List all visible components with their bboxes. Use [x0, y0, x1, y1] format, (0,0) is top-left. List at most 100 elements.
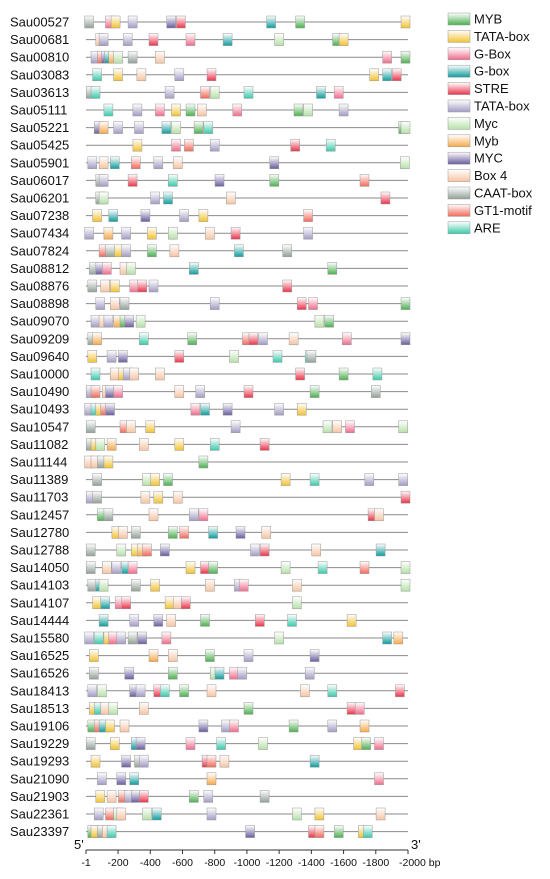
element-marker-g-box [110, 156, 120, 170]
gene-label: Sau05425 [10, 138, 69, 153]
element-marker-g-box [198, 508, 209, 522]
element-marker-are [90, 367, 101, 381]
gene-label: Sau05221 [10, 120, 69, 135]
element-marker-myb [189, 790, 199, 803]
element-marker-box-4 [140, 490, 151, 504]
element-marker-myc [400, 578, 411, 592]
element-marker-gt1-motif [303, 209, 313, 222]
gene-label: Sau19106 [10, 719, 69, 734]
gene-track-sau11389: Sau11389 [10, 472, 408, 487]
element-marker-g-box [345, 420, 355, 434]
element-marker-box-4 [100, 702, 110, 715]
element-marker-myc [121, 754, 131, 768]
element-marker-tata-box [153, 490, 164, 504]
gene-tracks: Sau00527 Sau00681 Sau00810 Sau03083 Sau03613… [10, 15, 411, 839]
element-marker-caat-box [85, 543, 96, 557]
gene-track-sau11144: Sau11144 [10, 455, 408, 470]
element-marker-g-box [185, 33, 196, 46]
element-marker-stre [176, 15, 186, 29]
gene-track-sau09209: Sau09209 [10, 331, 411, 346]
element-marker-myc [292, 807, 302, 821]
element-marker-box-4 [126, 420, 136, 434]
element-marker-caat-box [103, 508, 114, 522]
element-marker-stre [391, 68, 402, 82]
element-marker-are [372, 367, 383, 381]
element-marker-myb [361, 737, 371, 750]
element-marker-caat-box [89, 666, 99, 680]
element-marker-myc [131, 790, 141, 803]
element-marker-tata-box [304, 666, 315, 680]
gene-track-sau10490: Sau10490 [10, 384, 408, 399]
gene-label: Sau10490 [10, 384, 69, 399]
gene-label: Sau23397 [10, 824, 69, 839]
legend-swatch [447, 12, 471, 26]
element-marker-are [309, 473, 320, 486]
gene-label: Sau15580 [10, 631, 69, 646]
element-marker-stre [346, 702, 357, 715]
element-marker-g-box [229, 666, 239, 680]
element-marker-g-box [266, 15, 276, 29]
element-marker-myc [97, 684, 107, 698]
gene-label: Sau09640 [10, 349, 69, 364]
element-marker-myc [274, 631, 284, 645]
element-marker-tata-box [95, 297, 106, 310]
element-marker-myb [293, 103, 304, 117]
element-marker-stre [255, 614, 265, 627]
element-marker-caat-box [85, 561, 96, 574]
gene-track-sau21090: Sau21090 [10, 771, 408, 786]
element-marker-myc [113, 50, 123, 64]
element-marker-box-4 [375, 807, 386, 821]
element-marker-tata-box [327, 719, 338, 733]
element-marker-g-box [308, 297, 318, 310]
element-marker-tata-box [338, 33, 349, 46]
element-marker-tata-box [237, 666, 247, 680]
legend-label: Box 4 [474, 168, 507, 183]
element-marker-myc [309, 649, 320, 662]
element-marker-stre [282, 279, 292, 293]
gene-track-sau18513: Sau18513 [10, 701, 408, 716]
element-marker-tata-box [150, 473, 160, 486]
five-prime-label: 5' [74, 837, 84, 852]
gene-label: Sau12788 [10, 543, 69, 558]
element-marker-box-4 [219, 754, 230, 768]
element-marker-are [139, 332, 149, 346]
element-marker-g-box [189, 262, 199, 275]
element-marker-g-box [333, 86, 344, 99]
element-marker-are [216, 737, 226, 750]
element-marker-myc [160, 543, 170, 557]
legend-label: ARE [474, 220, 501, 235]
element-marker-tata-box [274, 402, 284, 416]
element-marker-tata-box [89, 649, 99, 662]
element-marker-g-box [208, 526, 218, 539]
element-marker-tata-box [148, 279, 159, 293]
element-marker-myc [126, 262, 136, 275]
gene-track-sau15580: Sau15580 [10, 631, 408, 646]
element-marker-g-box [129, 279, 139, 293]
element-marker-stre [180, 596, 191, 610]
element-marker-myc [314, 314, 325, 328]
gene-track-sau09640: Sau09640 [10, 349, 408, 364]
element-marker-tata-box [110, 279, 120, 293]
element-marker-caat-box [259, 790, 270, 803]
legend-label: G-Box [474, 46, 511, 61]
element-marker-box-4 [102, 561, 112, 574]
element-marker-are [327, 684, 338, 698]
element-marker-tata-box [113, 121, 123, 134]
element-marker-box-4 [206, 684, 217, 698]
element-marker-g-box [200, 402, 210, 416]
element-marker-g-box [98, 614, 109, 627]
element-marker-stre [400, 490, 411, 504]
gene-track-sau12457: Sau12457 [10, 507, 408, 522]
gene-label: Sau09209 [10, 331, 69, 346]
legend-swatch [447, 99, 471, 113]
legend-entry: CAAT-box [447, 186, 533, 201]
legend-swatch [447, 47, 471, 61]
element-marker-box-4 [311, 543, 321, 557]
element-marker-myc [108, 702, 118, 715]
element-marker-tata-box [145, 420, 156, 434]
element-marker-tata-box [174, 68, 185, 82]
element-marker-tata-box [98, 174, 109, 187]
element-marker-stre [127, 174, 138, 187]
element-marker-g-box [100, 596, 110, 610]
legend-label: TATA-box [474, 29, 530, 44]
